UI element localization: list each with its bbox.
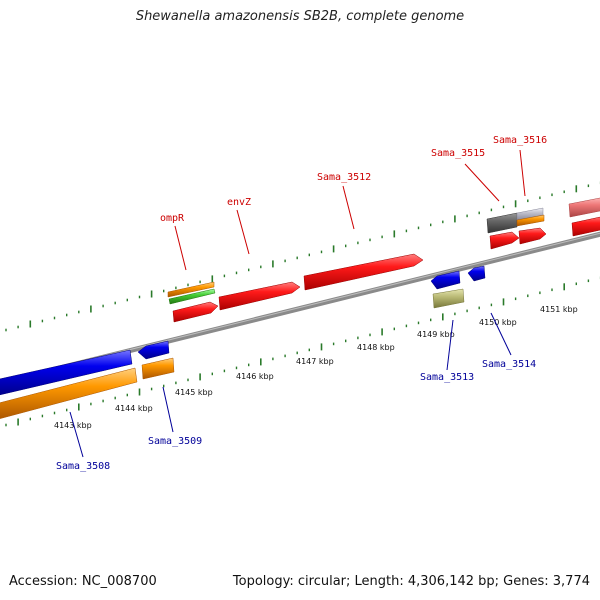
genome-info-text: Topology: circular; Length: 4,306,142 bp… (232, 574, 590, 589)
gene-sama-3513[interactable] (430, 270, 461, 290)
kbp-label-4143: 4143 kbp (54, 421, 92, 430)
callout-line-sama-3512 (342, 185, 355, 230)
kbp-label-4144: 4144 kbp (115, 404, 153, 413)
gene-ompR[interactable] (172, 301, 219, 323)
gene-sama-3509[interactable] (137, 340, 170, 360)
gene-sama-3514[interactable] (467, 265, 486, 282)
label-sama-3516[interactable]: Sama_3516 (493, 135, 547, 146)
label-sama-3508[interactable]: Sama_3508 (56, 461, 110, 472)
gene-sama-3508[interactable] (0, 349, 133, 396)
reverse-gene-labels: Sama_3508 Sama_3509 Sama_3513 Sama_3514 (56, 359, 536, 472)
kbp-label-4145: 4145 kbp (175, 388, 213, 397)
callout-line-sama-3508 (69, 411, 84, 458)
label-sama-3514[interactable]: Sama_3514 (482, 359, 536, 370)
feature-sama-3509-orange (141, 357, 175, 380)
label-sama-3509[interactable]: Sama_3509 (148, 436, 202, 447)
label-envZ[interactable]: envZ (227, 197, 251, 208)
map-title: Shewanella amazonensis SB2B, complete ge… (135, 9, 465, 24)
gene-sama-3516[interactable] (518, 227, 547, 245)
callout-line-sama-3516 (519, 149, 526, 197)
callout-line-sama-3515 (464, 163, 500, 202)
feature-sama-3508-orange (0, 367, 138, 419)
gene-sama-3515[interactable] (489, 231, 520, 250)
kbp-label-4150: 4150 kbp (479, 318, 517, 327)
callout-line-sama-3513 (446, 319, 454, 371)
callout-line-sama-3509 (162, 386, 174, 433)
label-sama-3512[interactable]: Sama_3512 (317, 172, 371, 183)
reverse-strand-features (0, 265, 486, 419)
reverse-scale-ticks (5, 276, 600, 427)
kbp-label-4151: 4151 kbp (540, 305, 578, 314)
callout-line-ompR (174, 225, 187, 271)
label-sama-3515[interactable]: Sama_3515 (431, 148, 485, 159)
forward-gene-labels: ompR envZ Sama_3512 Sama_3515 Sama_3516 (160, 135, 547, 224)
gene-sama-3512[interactable] (303, 253, 424, 291)
label-sama-3513[interactable]: Sama_3513 (420, 372, 474, 383)
forward-scale-ticks (5, 181, 600, 332)
reverse-callout-lines (69, 312, 512, 458)
accession-text: Accession: NC_008700 (9, 574, 157, 589)
forward-callout-lines (174, 149, 526, 271)
feature-sama-3513-olive (432, 288, 465, 309)
gene-envZ[interactable] (218, 281, 301, 311)
gene-right-red[interactable] (571, 216, 600, 237)
callout-line-sama-3514 (490, 312, 512, 356)
label-ompR[interactable]: ompR (160, 213, 185, 224)
feature-ompR-green (168, 288, 216, 305)
feature-right-pink (568, 197, 600, 218)
kbp-label-4147: 4147 kbp (296, 357, 334, 366)
feature-sama-3515-gray (486, 212, 518, 234)
callout-line-envZ (236, 209, 250, 255)
kbp-label-4146: 4146 kbp (236, 372, 274, 381)
kbp-label-4148: 4148 kbp (357, 343, 395, 352)
kbp-scale-labels: 4143 kbp 4144 kbp 4145 kbp 4146 kbp 4147… (54, 305, 578, 430)
feature-ompR-orange (167, 281, 215, 298)
forward-strand-features (167, 197, 600, 323)
feature-sama-3516-orange (516, 214, 545, 227)
kbp-label-4149: 4149 kbp (417, 330, 455, 339)
